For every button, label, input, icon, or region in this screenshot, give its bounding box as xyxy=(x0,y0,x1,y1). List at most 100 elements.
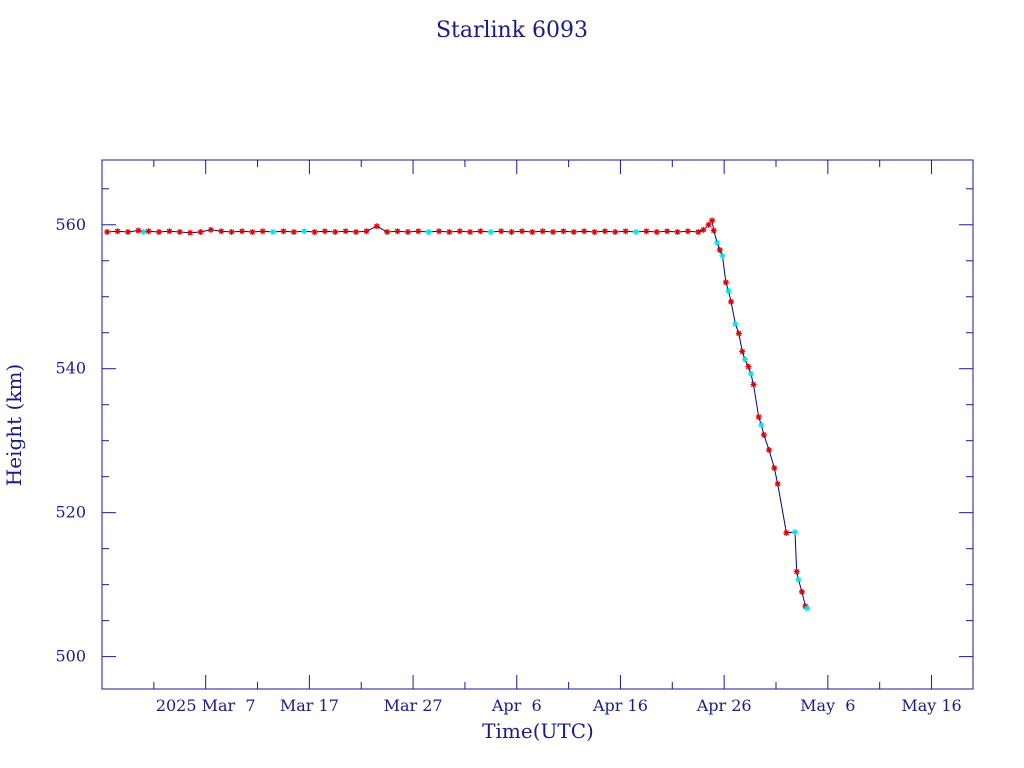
data-point xyxy=(722,279,729,286)
data-point xyxy=(342,228,349,235)
y-tick-label: 500 xyxy=(55,647,86,666)
data-point xyxy=(404,228,411,235)
data-point xyxy=(477,228,484,235)
data-point xyxy=(550,228,557,235)
data-point xyxy=(290,228,297,235)
data-point xyxy=(280,228,287,235)
data-point xyxy=(456,228,463,235)
data-point xyxy=(741,356,748,363)
data-point xyxy=(725,287,732,294)
data-point xyxy=(518,228,525,235)
data-point xyxy=(716,246,723,253)
chart-title: Starlink 6093 xyxy=(436,18,588,43)
data-point xyxy=(581,228,588,235)
data-point xyxy=(684,228,691,235)
x-tick-label: May 6 xyxy=(800,696,855,715)
data-point xyxy=(674,228,681,235)
data-point xyxy=(560,228,567,235)
data-point xyxy=(664,228,671,235)
data-point xyxy=(570,228,577,235)
plot-frame xyxy=(101,159,974,690)
x-tick-label: May 16 xyxy=(901,696,961,715)
data-point xyxy=(612,228,619,235)
data-point xyxy=(795,576,802,583)
data-point xyxy=(529,228,536,235)
data-point xyxy=(793,568,800,575)
data-point xyxy=(739,348,746,355)
data-point xyxy=(353,228,360,235)
data-point xyxy=(140,228,147,235)
data-point xyxy=(197,228,204,235)
y-tick-label: 520 xyxy=(55,503,86,522)
data-point xyxy=(394,228,401,235)
data-point xyxy=(228,228,235,235)
data-point xyxy=(601,228,608,235)
data-point xyxy=(643,228,650,235)
data-point xyxy=(135,227,142,234)
data-point xyxy=(804,605,811,612)
data-point xyxy=(166,228,173,235)
y-tick-label: 540 xyxy=(55,359,86,378)
data-point xyxy=(467,228,474,235)
data-point xyxy=(758,421,765,428)
data-point xyxy=(104,228,111,235)
data-point xyxy=(633,228,640,235)
data-point xyxy=(539,228,546,235)
x-tick-label: Apr 26 xyxy=(696,696,752,715)
data-point xyxy=(124,228,131,235)
data-point xyxy=(415,228,422,235)
data-point xyxy=(435,228,442,235)
y-tick-label: 560 xyxy=(55,215,86,234)
data-point xyxy=(760,431,767,438)
data-point xyxy=(363,228,370,235)
data-point xyxy=(249,228,256,235)
data-point xyxy=(700,226,707,233)
data-point xyxy=(384,228,391,235)
data-point xyxy=(705,221,712,228)
data-point xyxy=(766,447,773,454)
data-point xyxy=(728,298,735,305)
data-point xyxy=(301,228,308,235)
data-point xyxy=(218,228,225,235)
data-point xyxy=(176,228,183,235)
tick-labels: 500 520 540 560 2025 Mar 7 Mar 17 Mar 27 Apr 6 A… xyxy=(55,215,961,715)
data-point xyxy=(710,227,717,234)
chart-marks xyxy=(104,217,811,612)
data-point xyxy=(332,228,339,235)
data-point xyxy=(783,529,790,536)
data-point xyxy=(771,465,778,472)
data-point xyxy=(487,228,494,235)
data-point xyxy=(446,228,453,235)
data-point xyxy=(774,480,781,487)
data-point xyxy=(425,228,432,235)
y-axis-title: Height (km) xyxy=(2,364,26,486)
x-tick-label: Apr 6 xyxy=(491,696,542,715)
data-point xyxy=(622,228,629,235)
height-series-line xyxy=(107,219,808,609)
data-point xyxy=(653,228,660,235)
data-point xyxy=(207,226,214,233)
x-tick-label: Mar 27 xyxy=(384,696,443,715)
data-point xyxy=(750,381,757,388)
data-point xyxy=(114,228,121,235)
data-point xyxy=(791,529,798,536)
data-point xyxy=(719,252,726,259)
x-tick-label: Mar 17 xyxy=(280,696,339,715)
data-point xyxy=(156,228,163,235)
data-point xyxy=(311,228,318,235)
data-point xyxy=(798,588,805,595)
x-tick-label: 2025 Mar 7 xyxy=(156,696,256,715)
data-point xyxy=(270,228,277,235)
data-point xyxy=(187,229,194,236)
data-point xyxy=(735,330,742,337)
data-point xyxy=(321,228,328,235)
axis-ticks xyxy=(102,160,973,689)
data-point xyxy=(732,321,739,328)
data-point xyxy=(498,228,505,235)
data-point xyxy=(695,228,702,235)
data-point xyxy=(508,228,515,235)
data-point xyxy=(145,228,152,235)
data-point xyxy=(373,223,380,230)
x-tick-label: Apr 16 xyxy=(592,696,648,715)
